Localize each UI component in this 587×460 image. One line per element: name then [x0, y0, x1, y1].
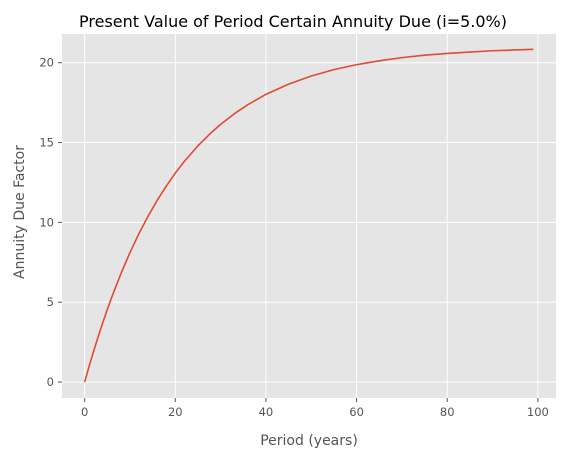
y-tick-label: 15	[39, 136, 54, 150]
series-line-0	[83, 48, 534, 383]
x-tick-label: 40	[259, 405, 274, 419]
y-tick-label: 20	[39, 56, 54, 70]
series-group	[83, 48, 534, 383]
chart-title: Present Value of Period Certain Annuity …	[79, 12, 507, 31]
y-tick-label: 5	[47, 295, 54, 309]
x-tick-label: 100	[527, 405, 549, 419]
y-tick-label: 10	[39, 215, 54, 229]
x-tick-label: 0	[81, 405, 88, 419]
y-tick-label: 0	[47, 375, 54, 389]
x-tick-label: 60	[349, 405, 364, 419]
plot-background	[62, 34, 556, 398]
x-tick-label: 80	[440, 405, 455, 419]
x-axis-label: Period (years)	[260, 433, 358, 449]
ticks-group: 0 20 40 60 80 100 0 5 10 15 20	[39, 56, 548, 419]
x-tick-label: 20	[168, 405, 183, 419]
y-axis-label: Annuity Due Factor	[12, 145, 28, 279]
